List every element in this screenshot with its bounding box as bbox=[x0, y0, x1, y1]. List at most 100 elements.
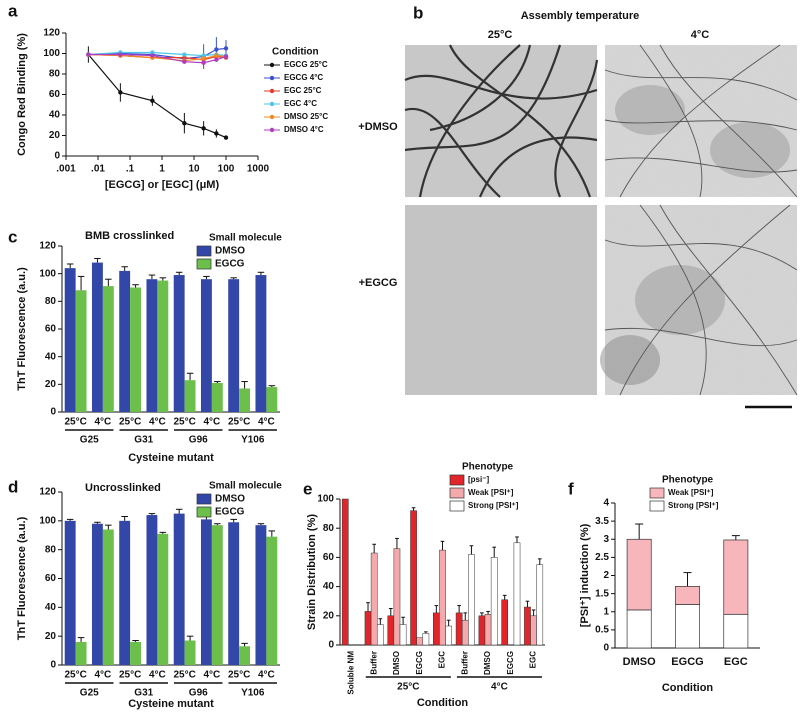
panel-letter: e bbox=[303, 479, 312, 498]
x-tick-label: EGC bbox=[529, 651, 538, 669]
y-tick-label: 0 bbox=[50, 407, 56, 418]
bar bbox=[501, 599, 509, 646]
y-tick-label: 80 bbox=[45, 296, 57, 307]
column-label: 25°C bbox=[488, 29, 513, 41]
bar bbox=[399, 624, 407, 646]
bar bbox=[75, 290, 87, 412]
y-tick-label: 120 bbox=[43, 28, 60, 39]
legend-title: Small molecule bbox=[209, 481, 282, 492]
y-tick-label: 80 bbox=[49, 69, 61, 80]
y-tick-label: 4 bbox=[603, 498, 609, 509]
y-axis-title: Congo Red Binding (%) bbox=[16, 33, 28, 156]
group-label: 25°C bbox=[397, 682, 419, 693]
y-tick-label: 0 bbox=[50, 660, 56, 671]
bar bbox=[146, 279, 158, 412]
y-tick-label: 1.5 bbox=[595, 588, 609, 599]
chart-title: BMB crosslinked bbox=[85, 230, 174, 242]
bar-segment bbox=[675, 586, 700, 605]
bar bbox=[341, 498, 349, 646]
x-axis-title: Cysteine mutant bbox=[128, 452, 214, 464]
x-tick-label: 4°C bbox=[258, 417, 275, 428]
y-tick-label: 40 bbox=[45, 602, 57, 613]
y-tick-label: 2 bbox=[603, 570, 609, 581]
y-tick-label: 40 bbox=[45, 351, 57, 362]
panel-letter: d bbox=[8, 477, 18, 496]
group-label: G31 bbox=[134, 435, 153, 446]
group-label: G25 bbox=[80, 688, 99, 699]
bar bbox=[228, 522, 240, 665]
x-tick-label: .1 bbox=[126, 164, 135, 175]
x-tick-label: Buffer bbox=[369, 651, 378, 675]
bar bbox=[255, 525, 267, 665]
y-tick-label: 20 bbox=[45, 379, 57, 390]
y-axis-title: ThT Fluorescence (a.u.) bbox=[16, 267, 28, 391]
bar bbox=[376, 624, 384, 646]
micrograph-image bbox=[405, 205, 597, 395]
group-label: G96 bbox=[189, 688, 208, 699]
x-tick-label: DMSO bbox=[392, 651, 401, 675]
x-tick-label: 4°C bbox=[94, 417, 111, 428]
legend-title: Small molecule bbox=[209, 233, 282, 244]
y-tick-label: 0 bbox=[328, 640, 334, 651]
bar bbox=[91, 523, 103, 665]
point bbox=[86, 52, 91, 57]
y-tick-label: 20 bbox=[49, 130, 61, 141]
x-tick-label: 25°C bbox=[228, 417, 250, 428]
legend-label: EGCG bbox=[215, 507, 245, 518]
legend-label: Weak [PSI⁺] bbox=[668, 488, 714, 497]
point bbox=[150, 98, 155, 103]
bar bbox=[211, 525, 223, 665]
bar bbox=[239, 388, 251, 412]
x-axis-title: Cysteine mutant bbox=[128, 698, 214, 710]
micrograph-image bbox=[404, 44, 599, 198]
bar bbox=[536, 564, 544, 646]
x-tick-label: 4°C bbox=[258, 670, 275, 681]
bar bbox=[422, 633, 430, 646]
legend-swatch bbox=[269, 101, 275, 107]
x-tick-label: 25°C bbox=[119, 417, 141, 428]
y-tick-label: 100 bbox=[317, 494, 334, 505]
x-tick-label: EGCG bbox=[506, 651, 515, 675]
bar bbox=[410, 510, 417, 646]
y-tick-label: 40 bbox=[323, 581, 335, 592]
y-tick-label: 2.5 bbox=[595, 552, 609, 563]
legend-swatch bbox=[269, 88, 275, 94]
bar bbox=[461, 619, 469, 646]
x-tick-label: Buffer bbox=[460, 651, 469, 675]
x-tick-label: .01 bbox=[91, 164, 105, 175]
legend-swatch bbox=[449, 487, 465, 499]
x-tick-label: EGC bbox=[724, 656, 748, 668]
bar bbox=[173, 513, 185, 665]
bar bbox=[513, 542, 521, 646]
legend-label: DMSO bbox=[215, 494, 245, 505]
y-tick-label: 20 bbox=[323, 610, 335, 621]
legend-label: Strong [PSI⁺] bbox=[468, 501, 519, 510]
y-tick-label: 60 bbox=[323, 552, 335, 563]
y-tick-label: 60 bbox=[45, 324, 57, 335]
point bbox=[150, 53, 155, 58]
bar bbox=[157, 280, 169, 412]
y-tick-label: 60 bbox=[49, 89, 61, 100]
x-tick-label: 25°C bbox=[173, 417, 195, 428]
x-tick-label: Soluble NM bbox=[346, 651, 355, 695]
group-label: G96 bbox=[189, 435, 208, 446]
bar bbox=[239, 646, 251, 665]
group-label: 4°C bbox=[491, 682, 508, 693]
y-tick-label: 80 bbox=[323, 523, 335, 534]
group-label: G31 bbox=[134, 688, 153, 699]
micrograph-image bbox=[604, 44, 798, 198]
y-axis-title: Strain Distribution (%) bbox=[306, 514, 318, 630]
point bbox=[223, 54, 229, 59]
bar bbox=[387, 615, 395, 646]
legend-swatch bbox=[449, 500, 465, 512]
x-tick-label: DMSO bbox=[623, 656, 656, 668]
panel-letter: f bbox=[568, 479, 574, 498]
point bbox=[201, 53, 206, 58]
y-tick-label: 120 bbox=[39, 241, 56, 252]
x-tick-label: 4°C bbox=[149, 670, 166, 681]
point bbox=[214, 53, 219, 58]
y-tick-label: 80 bbox=[45, 544, 57, 555]
y-tick-label: 3.5 bbox=[595, 516, 609, 527]
y-tick-label: 60 bbox=[45, 573, 57, 584]
